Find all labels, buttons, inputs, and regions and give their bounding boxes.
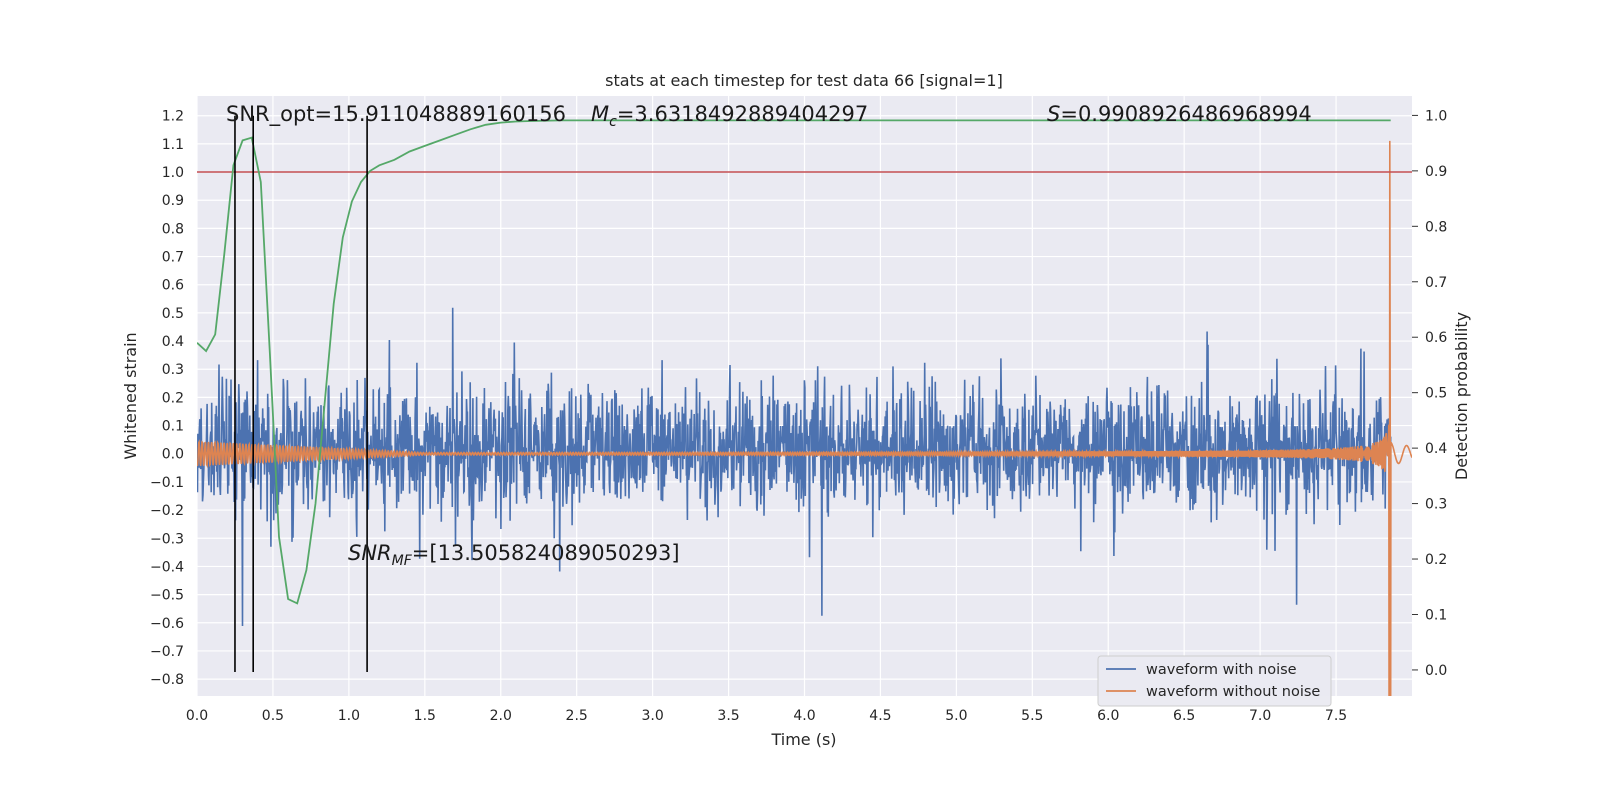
x-tick-label: 6.0 bbox=[1097, 708, 1119, 724]
y-axis-ticks: −0.8 −0.7 −0.6 −0.5 −0.4 −0.3 −0.2 −0.1 0.0 0.1 0.… bbox=[150, 109, 184, 688]
chirp-mass-value: =3.6318492889404297 bbox=[617, 102, 868, 126]
overlap-symbol: S bbox=[1047, 102, 1060, 126]
x-tick-label: 1.5 bbox=[414, 708, 436, 724]
x-axis-label: Time (s) bbox=[770, 730, 836, 749]
y-tick-label: 0.3 bbox=[162, 362, 184, 378]
y2-tick-label: 0.9 bbox=[1425, 164, 1447, 180]
y-tick-label: 0.4 bbox=[162, 334, 184, 350]
y-tick-label: 0.7 bbox=[162, 250, 184, 266]
overlap-annotation: S=0.9908926486968994 bbox=[1047, 102, 1312, 126]
y2-tick-label: 0.3 bbox=[1425, 497, 1447, 513]
y2-tick-label: 0.8 bbox=[1425, 219, 1447, 235]
snr-opt-annotation: SNR_opt=15.911048889160156 bbox=[226, 102, 566, 127]
x-tick-label: 7.5 bbox=[1325, 708, 1347, 724]
y-tick-label: −0.8 bbox=[150, 672, 184, 688]
x-tick-label: 2.5 bbox=[566, 708, 588, 724]
y-tick-label: 0.6 bbox=[162, 278, 184, 294]
y-tick-label: −0.3 bbox=[150, 531, 184, 547]
x-tick-label: 3.0 bbox=[641, 708, 663, 724]
waveform-with-noise-line bbox=[197, 307, 1392, 627]
waveform-without-noise-line bbox=[197, 140, 1412, 696]
y2-tick-label: 0.4 bbox=[1425, 441, 1447, 457]
legend-label-clean: waveform without noise bbox=[1146, 684, 1320, 700]
y2-axis-ticks: 0.0 0.1 0.2 0.3 0.4 0.5 0.6 0.7 0.8 0.9 1.0 bbox=[1412, 108, 1447, 679]
chirp-mass-symbol: M bbox=[591, 102, 609, 126]
x-tick-label: 2.0 bbox=[490, 708, 512, 724]
detection-probability-line bbox=[197, 119, 1391, 605]
legend-label-noise: waveform with noise bbox=[1146, 662, 1297, 678]
x-tick-label: 4.5 bbox=[869, 708, 891, 724]
y-tick-label: −0.6 bbox=[150, 616, 184, 632]
y-tick-label: −0.7 bbox=[150, 644, 184, 660]
y2-tick-label: 0.1 bbox=[1425, 607, 1447, 623]
y-tick-label: 1.0 bbox=[162, 165, 184, 181]
x-axis-ticks: 0.0 0.5 1.0 1.5 2.0 2.5 3.0 3.5 4.0 4.5 5.0 5.5 6.0 6… bbox=[186, 708, 1347, 724]
y2-tick-label: 0.2 bbox=[1425, 552, 1447, 568]
y-tick-label: 0.0 bbox=[162, 447, 184, 463]
snr-mf-annotation: SNRMF=[13.505824089050293] bbox=[348, 541, 680, 569]
chirp-mass-subscript: c bbox=[609, 114, 617, 130]
y-tick-label: −0.2 bbox=[150, 503, 184, 519]
x-tick-label: 1.0 bbox=[338, 708, 360, 724]
y2-tick-label: 0.0 bbox=[1425, 663, 1447, 679]
overlap-value: =0.9908926486968994 bbox=[1060, 102, 1311, 126]
plot-area bbox=[197, 115, 1412, 696]
vertical-markers bbox=[234, 115, 368, 673]
y2-tick-label: 0.5 bbox=[1425, 386, 1447, 402]
y-tick-label: 0.8 bbox=[162, 221, 184, 237]
snr-mf-subscript: MF bbox=[392, 553, 413, 569]
legend-box bbox=[1097, 655, 1332, 707]
x-tick-label: 5.5 bbox=[1021, 708, 1043, 724]
y2-axis-label: Detection probability bbox=[1452, 312, 1471, 480]
snr-mf-value: =[13.505824089050293] bbox=[412, 541, 680, 565]
x-tick-label: 0.0 bbox=[186, 708, 208, 724]
y2-tick-label: 1.0 bbox=[1425, 108, 1447, 124]
x-tick-label: 7.0 bbox=[1249, 708, 1271, 724]
chart-title: stats at each timestep for test data 66 … bbox=[605, 71, 1003, 90]
x-tick-label: 0.5 bbox=[262, 708, 284, 724]
y-tick-label: 0.1 bbox=[162, 419, 184, 435]
y-axis-label: Whitened strain bbox=[121, 332, 140, 459]
chirp-mass-annotation: Mc=3.6318492889404297 bbox=[591, 102, 868, 130]
x-tick-label: 4.0 bbox=[793, 708, 815, 724]
x-tick-label: 3.5 bbox=[717, 708, 739, 724]
y-tick-label: 0.5 bbox=[162, 306, 184, 322]
snr-mf-symbol: SNR bbox=[348, 541, 392, 565]
y-tick-label: −0.4 bbox=[150, 559, 184, 575]
y2-tick-label: 0.7 bbox=[1425, 275, 1447, 291]
x-tick-label: 6.5 bbox=[1173, 708, 1195, 724]
y-tick-label: 1.1 bbox=[162, 137, 184, 153]
y-tick-label: 1.2 bbox=[162, 109, 184, 125]
y-tick-label: 0.2 bbox=[162, 390, 184, 406]
y-tick-label: −0.1 bbox=[150, 475, 184, 491]
y2-tick-label: 0.6 bbox=[1425, 330, 1447, 346]
legend: waveform with noise waveform without noi… bbox=[1097, 655, 1332, 707]
x-tick-label: 5.0 bbox=[945, 708, 967, 724]
y-tick-label: 0.9 bbox=[162, 193, 184, 209]
y-tick-label: −0.5 bbox=[150, 588, 184, 604]
